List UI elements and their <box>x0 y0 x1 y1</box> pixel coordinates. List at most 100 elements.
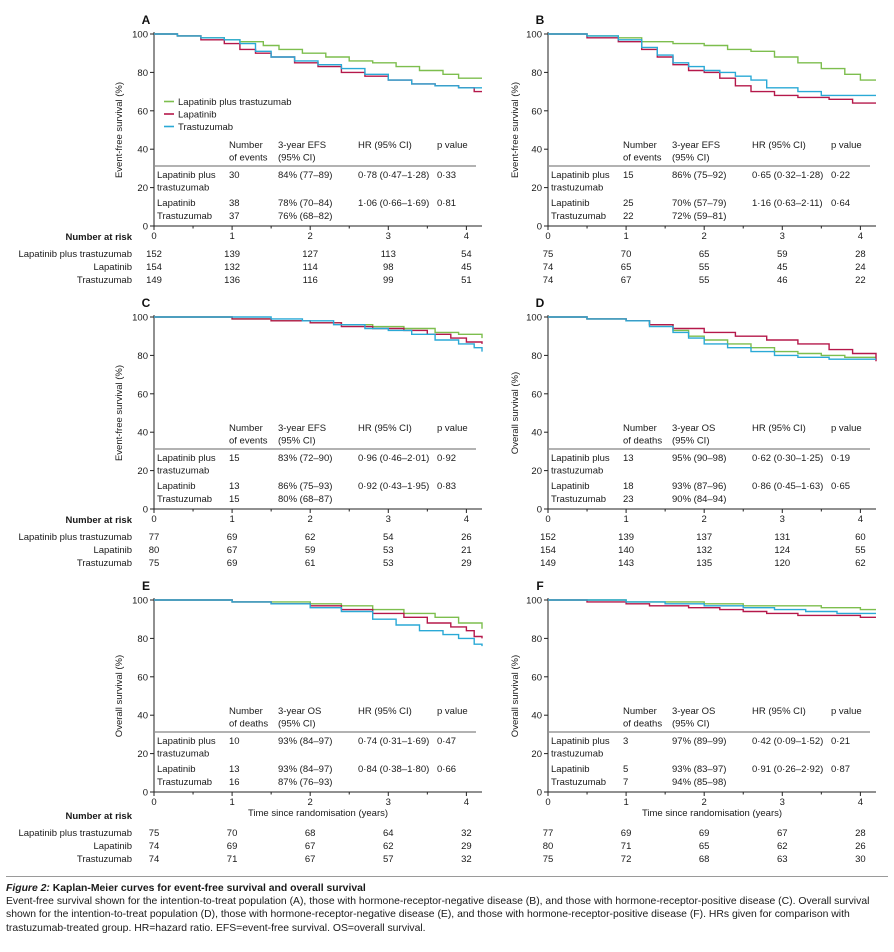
legend-label: Trastuzumab <box>178 122 233 133</box>
x-tick-label: 1 <box>623 231 628 242</box>
table-cell-line: 15 <box>229 494 240 505</box>
table-cell-line: 97% (89–99) <box>672 736 726 747</box>
panel-b: B 0 20 40 60 80 100 0 1 2 3 4 Event-free survival (%… <box>510 13 876 286</box>
risk-value: 124 <box>774 545 790 556</box>
table-cell: 37 <box>229 211 240 222</box>
table-row-label-line: Trastuzumab <box>157 777 212 788</box>
risk-value: 32 <box>461 828 472 839</box>
x-tick-label: 1 <box>229 231 234 242</box>
table-cell-line: 15 <box>623 170 634 181</box>
table-row-label-line: Lapatinib plus <box>157 736 216 747</box>
table-header: p value <box>831 423 862 434</box>
table-cell-line: 0·19 <box>831 453 850 464</box>
series-line-2 <box>154 316 483 344</box>
x-tick-label: 3 <box>780 231 785 242</box>
risk-value: 59 <box>777 249 788 260</box>
table-cell-line: 72% (59–81) <box>672 211 726 222</box>
table-cell-line: 93% (87–96) <box>672 481 726 492</box>
table-row-label-line: Lapatinib <box>551 481 590 492</box>
table-cell-line: 0·22 <box>831 170 850 181</box>
risk-value: 99 <box>383 275 394 286</box>
table-row-label-line: Trastuzumab <box>551 777 606 788</box>
risk-value: 68 <box>699 854 710 865</box>
risk-value: 71 <box>227 854 238 865</box>
table-cell: 0·92 (0·43–1·95) <box>358 481 429 492</box>
x-tick-label: 0 <box>545 231 550 242</box>
table-cell: 0·42 (0·09–1·52) <box>752 736 823 747</box>
caption-divider <box>6 876 888 877</box>
y-tick-label: 80 <box>531 351 542 362</box>
table-cell-line: 0·65 (0·32–1·28) <box>752 170 823 181</box>
table-cell: 25 <box>623 198 634 209</box>
risk-row-label: Trastuzumab <box>77 275 132 286</box>
x-tick-label: 2 <box>308 231 313 242</box>
table-row-label: Lapatinib plus trastuzumab <box>551 736 610 760</box>
risk-value: 55 <box>855 545 866 556</box>
table-cell: 78% (70–84) <box>278 198 332 209</box>
table-row-label-line: Lapatinib <box>157 481 196 492</box>
x-tick-label: 0 <box>151 797 156 808</box>
table-cell-line: 87% (76–93) <box>278 777 332 788</box>
y-tick-label: 0 <box>537 788 542 799</box>
risk-row-label: Lapatinib <box>93 262 132 273</box>
risk-value: 127 <box>302 249 318 260</box>
risk-value: 24 <box>855 262 866 273</box>
table-header-line: (95% CI) <box>278 436 315 447</box>
risk-value: 53 <box>383 558 394 569</box>
table-cell: 5 <box>623 764 628 775</box>
risk-value: 67 <box>305 841 316 852</box>
risk-value: 65 <box>621 262 632 273</box>
table-header: HR (95% CI) <box>358 423 412 434</box>
table-header-line: of deaths <box>623 719 662 730</box>
risk-value: 60 <box>855 532 866 543</box>
y-tick-label: 20 <box>137 466 148 477</box>
y-tick-label: 40 <box>137 145 148 156</box>
risk-value: 131 <box>774 532 790 543</box>
table-header-line: 3-year OS <box>672 423 715 434</box>
table-header-line: 3-year OS <box>672 706 715 717</box>
table-header-line: (95% CI) <box>672 719 709 730</box>
table-row-label-line: trastuzumab <box>551 183 603 194</box>
table-cell: 0·78 (0·47–1·28) <box>358 170 429 181</box>
series-line-1 <box>548 33 876 81</box>
table-cell-line: 93% (83–97) <box>672 764 726 775</box>
risk-value: 67 <box>777 828 788 839</box>
y-tick-label: 80 <box>531 68 542 79</box>
table-row-label-line: Lapatinib <box>157 198 196 209</box>
table-header: HR (95% CI) <box>358 140 412 151</box>
table-header: Number of deaths <box>623 706 662 730</box>
risk-value: 45 <box>461 262 472 273</box>
risk-value: 77 <box>149 532 160 543</box>
table-cell-line: 23 <box>623 494 634 505</box>
table-cell: 0·64 <box>831 198 850 209</box>
table-row-label: Lapatinib plus trastuzumab <box>551 453 610 477</box>
series-line-3 <box>548 316 876 360</box>
table-cell-line: 80% (68–87) <box>278 494 332 505</box>
risk-value: 62 <box>305 532 316 543</box>
table-cell: 86% (75–93) <box>278 481 332 492</box>
table-header: 3-year EFS (95% CI) <box>672 140 720 164</box>
table-row-label-line: Lapatinib plus <box>157 170 216 181</box>
x-tick-label: 0 <box>151 231 156 242</box>
table-header-line: (95% CI) <box>278 153 315 164</box>
risk-value: 70 <box>621 249 632 260</box>
table-cell: 16 <box>229 777 240 788</box>
table-header-line: p value <box>831 140 862 151</box>
panel-letter: C <box>142 296 151 310</box>
table-cell: 0·96 (0·46–2·01) <box>358 453 429 464</box>
y-tick-label: 40 <box>531 428 542 439</box>
table-cell: 0·91 (0·26–2·92) <box>752 764 823 775</box>
series-line-1 <box>548 316 876 358</box>
table-cell-line: 0·81 <box>437 198 456 209</box>
risk-value: 132 <box>696 545 712 556</box>
risk-row-label: Lapatinib plus trastuzumab <box>18 532 132 543</box>
table-row-label-line: trastuzumab <box>157 183 209 194</box>
table-header-line: 3-year EFS <box>672 140 720 151</box>
risk-value: 69 <box>227 532 238 543</box>
table-header-line: Number <box>623 140 657 151</box>
table-row-label-line: trastuzumab <box>551 749 603 760</box>
y-tick-label: 80 <box>137 634 148 645</box>
table-cell-line: 13 <box>229 481 240 492</box>
table-header-line: p value <box>437 140 468 151</box>
table-row-label-line: Trastuzumab <box>551 211 606 222</box>
